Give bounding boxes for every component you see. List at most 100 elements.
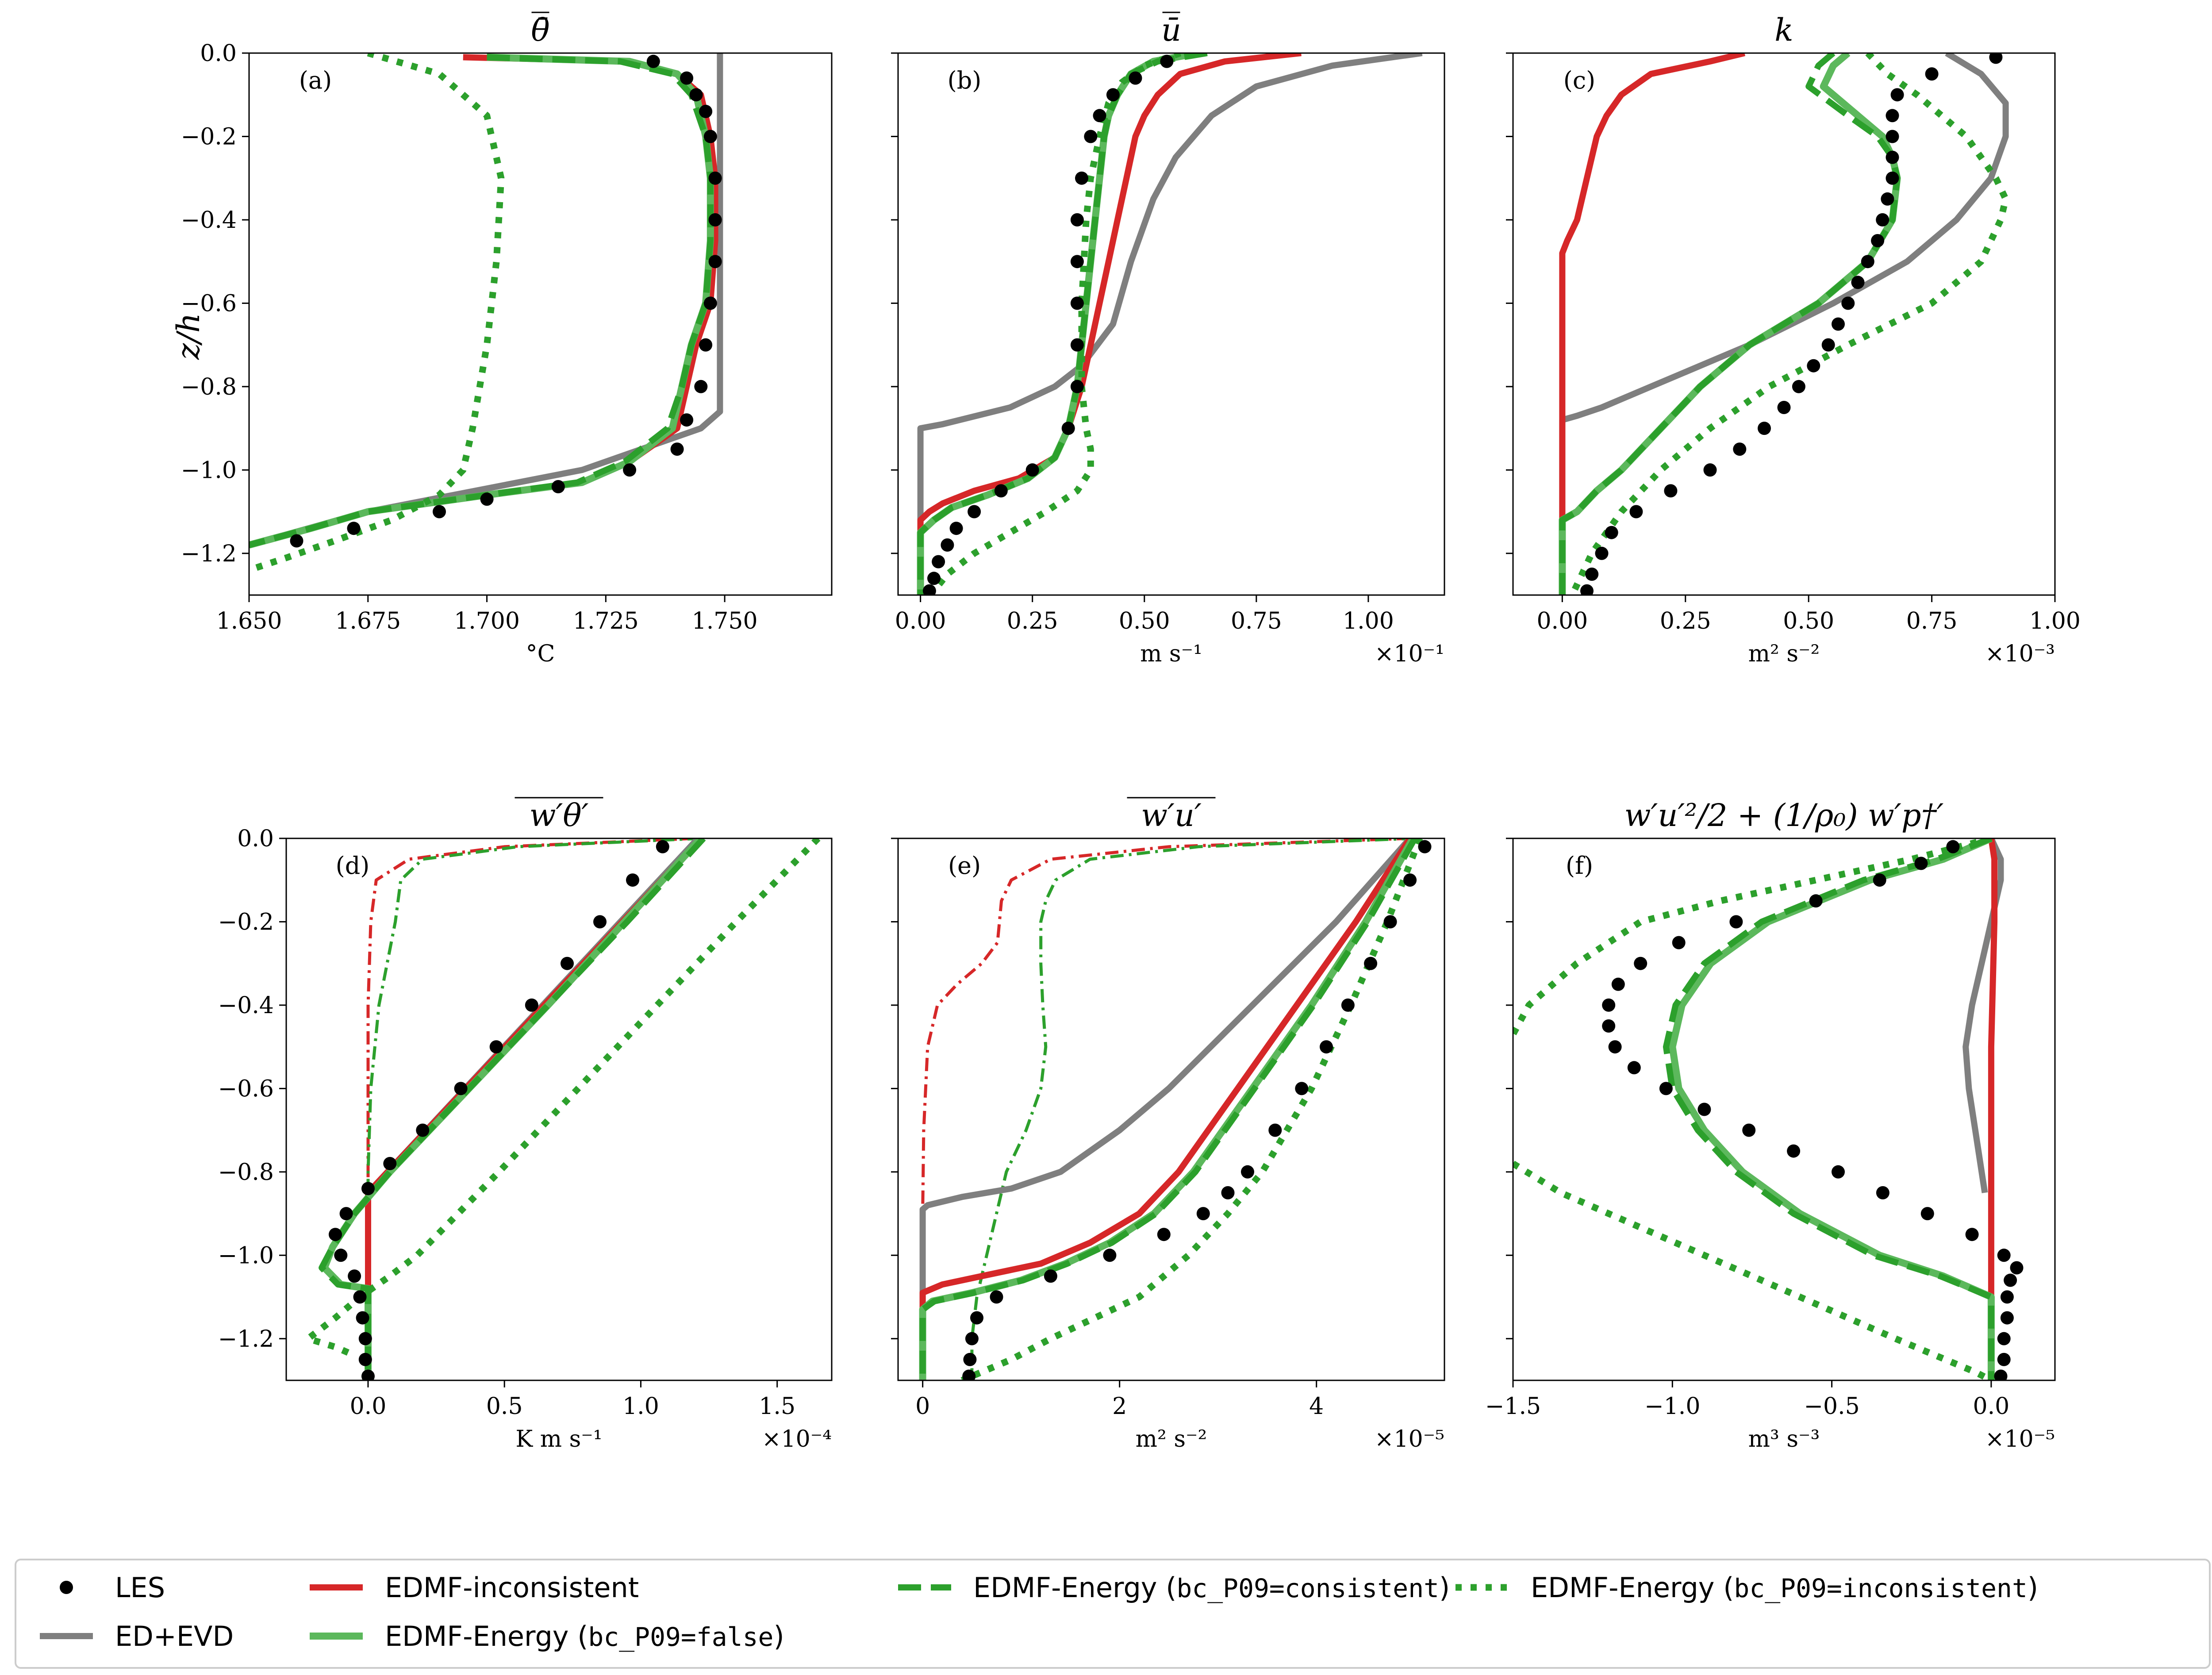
les-point (1697, 1103, 1711, 1116)
series-line-energy_inconsistent (1513, 838, 1992, 1036)
panel-letter: (f) (1566, 852, 1593, 880)
les-point (626, 873, 639, 887)
les-point (1070, 255, 1084, 269)
les-point (680, 71, 694, 85)
les-point (1703, 463, 1717, 477)
les-point (383, 1157, 397, 1170)
x-axis-unit: K m s⁻¹ (515, 1426, 602, 1452)
les-point (703, 296, 717, 310)
les-point (708, 213, 722, 227)
les-point (1914, 857, 1928, 870)
series-line-edevd (1559, 53, 2009, 595)
x-tick-label: 0.25 (1660, 608, 1711, 634)
legend-item-inconsistent: EDMF-inconsistent (310, 1571, 639, 1604)
les-point (1634, 957, 1647, 970)
x-tick-label: 1.650 (216, 608, 282, 634)
les-point (1157, 1228, 1171, 1241)
les-point (1196, 1207, 1210, 1221)
y-tick-label: −1.2 (181, 541, 237, 567)
les-point (1989, 53, 2003, 64)
les-point (1841, 296, 1855, 310)
les-point (2004, 1273, 2017, 1287)
les-point (1997, 1332, 2011, 1345)
les-point (1608, 1040, 1622, 1054)
x-tick-label: 1.725 (573, 608, 639, 634)
x-axis-exponent: ×10⁻⁴ (762, 1426, 832, 1452)
les-point (1925, 67, 1939, 81)
les-point (1044, 1269, 1057, 1283)
plot-area-d (304, 838, 821, 1380)
les-point (1403, 873, 1417, 887)
legend-frame (15, 1559, 2211, 1669)
x-tick-label: −0.5 (1804, 1393, 1859, 1420)
y-tick-label: −0.8 (181, 374, 237, 400)
les-point (932, 555, 945, 569)
les-point (361, 1369, 375, 1380)
x-tick-label: 1.750 (692, 608, 758, 634)
plot-area-c (1559, 53, 2009, 595)
les-point (329, 1228, 342, 1241)
les-point (1070, 338, 1084, 352)
series-line-energy_false (1559, 53, 1901, 595)
les-point (680, 413, 694, 427)
plot-area-f (1513, 838, 2024, 1380)
les-point (339, 1207, 353, 1221)
axes-frame (1512, 838, 2056, 1381)
les-point (699, 338, 713, 352)
les-point (994, 484, 1008, 498)
x-tick-label: 0.5 (486, 1393, 523, 1420)
x-axis-exponent: ×10⁻³ (1985, 641, 2055, 667)
legend-item-edevd: ED+EVD (40, 1620, 234, 1652)
les-point (1742, 1123, 1756, 1137)
les-point (1876, 213, 1889, 227)
les-point (1876, 1186, 1889, 1199)
les-point (1084, 130, 1098, 143)
series-line-inconsistent (917, 53, 1302, 595)
les-point (358, 1352, 372, 1366)
les-point (1106, 88, 1120, 102)
les-point (941, 538, 954, 552)
x-tick-label: −1.5 (1485, 1393, 1541, 1420)
x-tick-label: 1.0 (622, 1393, 659, 1420)
series-line-energy_inconsistent (249, 53, 505, 573)
series-line-inconsistent-dashdot (921, 838, 1410, 1380)
les-point (1881, 192, 1894, 206)
series-line-energy_false (1669, 838, 1995, 1380)
les-point (1809, 894, 1823, 908)
series-line-energy_consistent (1559, 53, 1901, 595)
les-point (480, 492, 494, 506)
les-point (551, 480, 565, 493)
axes-frame (897, 838, 1445, 1381)
les-point (1070, 380, 1084, 393)
les-point (694, 380, 708, 393)
les-point (1729, 915, 1743, 929)
series-line-energy_inconsistent (960, 838, 1423, 1380)
x-tick-label: 1.675 (335, 608, 401, 634)
les-point (1341, 998, 1355, 1012)
les-point (1851, 276, 1865, 289)
series-line-inconsistent (1559, 53, 1746, 595)
legend-label: EDMF-Energy (bc_P09=consistent) (973, 1571, 1450, 1604)
les-point (703, 130, 717, 143)
les-point (1890, 88, 1904, 102)
plot-area-b (917, 53, 1423, 595)
panel-e: 0 2 4 w′u′ (e) m² s⁻² ×10⁻⁵ (891, 797, 1445, 1452)
les-point (1383, 915, 1397, 929)
les-point (1994, 1369, 2008, 1380)
series-line-energy_inconsistent (1513, 1160, 1993, 1380)
panel-letter: (b) (948, 66, 982, 94)
panel-a: 1.650 1.675 1.700 1.725 1.750 0.0 −0.2 −0.4 −0.6… (181, 12, 833, 667)
les-point (433, 505, 446, 519)
panel-c: 0.00 0.25 0.50 0.75 1.00 k (c) m² s⁻² ×10⁻³ (1506, 12, 2081, 667)
legend-label: EDMF-inconsistent (385, 1571, 639, 1604)
les-point (1061, 422, 1075, 435)
x-tick-label: 1.00 (2029, 608, 2081, 634)
les-point (358, 1332, 372, 1345)
y-axis-label: z/h (170, 313, 207, 360)
series-line-energy_false (321, 838, 704, 1380)
les-point (1920, 1207, 1934, 1221)
les-point (1611, 977, 1625, 991)
legend-label: EDMF-Energy (bc_P09=inconsistent) (1531, 1571, 2038, 1604)
x-tick-label: 0.50 (1783, 608, 1834, 634)
x-axis-unit: m² s⁻² (1748, 641, 1820, 667)
